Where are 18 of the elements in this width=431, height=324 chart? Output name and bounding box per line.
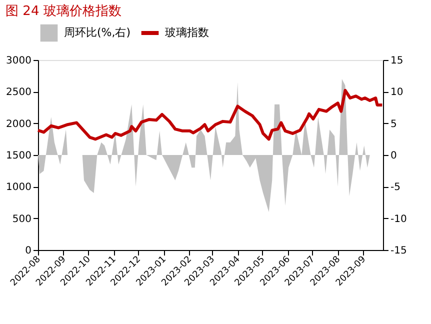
line-series: [36, 88, 384, 141]
y2-tick-label: 5: [390, 118, 397, 130]
y2-tick-label: 10: [390, 87, 404, 98]
y-tick-label: 2000: [6, 118, 32, 130]
y-tick-label: 500: [12, 214, 32, 225]
y-tick-label: 2500: [6, 87, 32, 98]
y2-tick-label: 0: [390, 150, 397, 162]
y2-tick-label: -5: [390, 182, 400, 194]
y-tick-label: 3000: [6, 56, 32, 66]
y-tick-label: 0: [25, 246, 32, 256]
legend-label: 玻璃指数: [165, 26, 209, 39]
y2-tick-label: -10: [390, 214, 407, 225]
y-tick-label: 1000: [6, 182, 32, 194]
chart-title: 图 24 玻璃价格指数: [6, 4, 122, 19]
y-tick-label: 1500: [6, 150, 32, 162]
y2-tick-label: 15: [390, 56, 404, 66]
legend-label: 周环比(%,右): [64, 26, 131, 39]
y2-tick-label: -15: [390, 246, 407, 256]
